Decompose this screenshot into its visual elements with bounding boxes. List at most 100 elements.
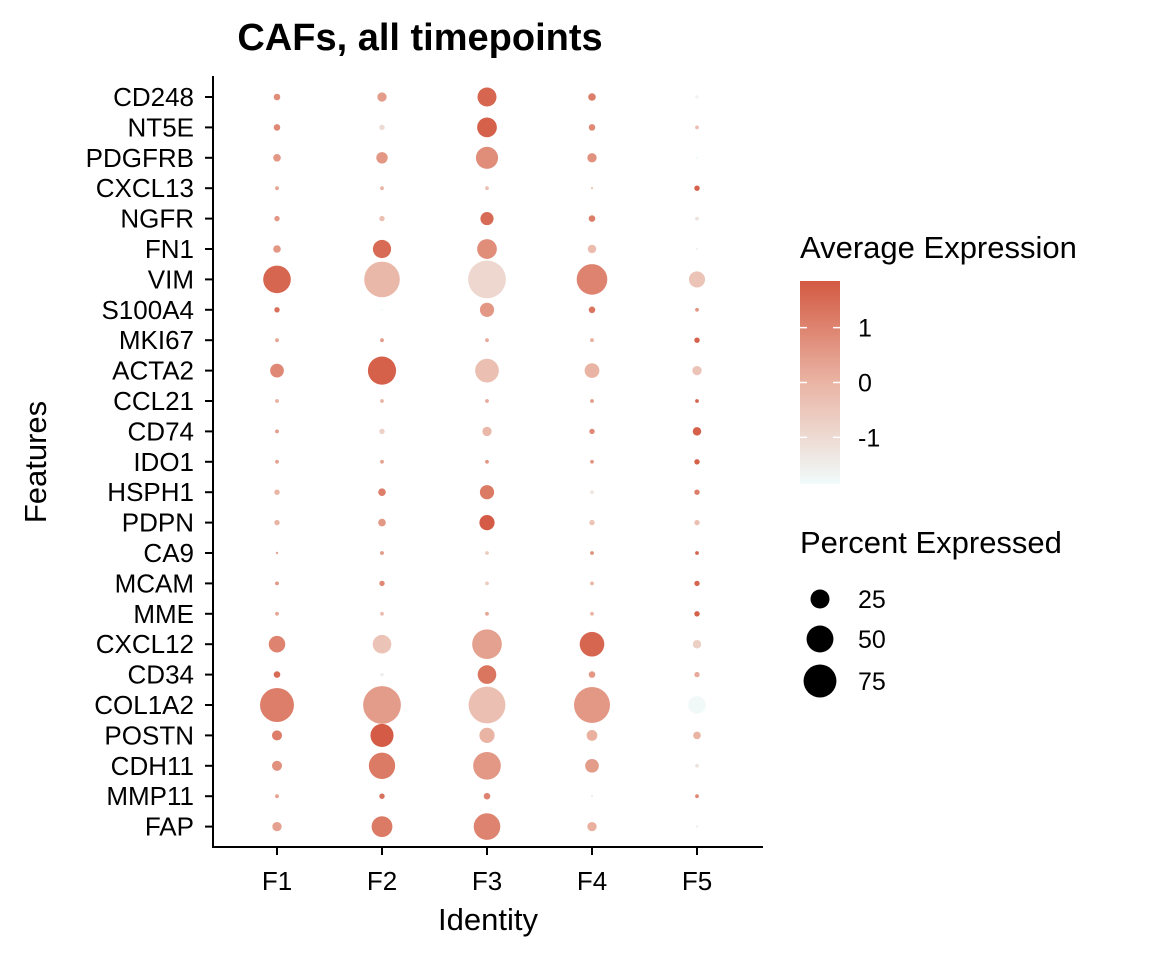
dot-fn1-f3 xyxy=(477,239,497,259)
y-tick-label: CD248 xyxy=(113,82,194,112)
dot-s100a4-f3 xyxy=(479,302,495,317)
dot-cd34-f1 xyxy=(273,671,281,678)
dot-cxcl13-f1 xyxy=(275,186,279,191)
size-legend: Percent Expressed 25 50 75 xyxy=(800,525,1062,698)
dot-ido1-f2 xyxy=(380,459,384,464)
y-tick-label: MKI67 xyxy=(119,325,194,355)
color-legend-title: Average Expression xyxy=(800,230,1077,265)
dot-fn1-f4 xyxy=(587,244,597,254)
y-tick-label: CD74 xyxy=(128,416,194,446)
dot-mmp11-f5 xyxy=(695,794,699,799)
dot-cd74-f1 xyxy=(275,429,279,434)
dot-hsph1-f1 xyxy=(274,489,280,495)
dot-cd248-f2 xyxy=(377,92,387,102)
y-tick-label: POSTN xyxy=(104,720,194,750)
dot-ido1-f5 xyxy=(694,459,700,465)
dot-col1a2-f5 xyxy=(688,696,706,714)
dot-ca9-f1 xyxy=(275,551,279,555)
dot-nt5e-f4 xyxy=(588,124,596,131)
y-tick-label: S100A4 xyxy=(101,295,194,325)
dot-ngfr-f1 xyxy=(274,215,280,222)
x-tick-label: F1 xyxy=(262,866,292,896)
dot-postn-f1 xyxy=(271,730,283,741)
dot-s100a4-f4 xyxy=(588,306,596,314)
dot-pdgfrb-f3 xyxy=(475,146,499,169)
dot-nt5e-f3 xyxy=(477,117,497,138)
dot-mmp11-f2 xyxy=(379,793,385,799)
dot-ngfr-f5 xyxy=(695,216,699,221)
dot-postn-f3 xyxy=(479,727,495,744)
dot-acta2-f1 xyxy=(270,363,284,378)
dot-hsph1-f5 xyxy=(694,489,700,495)
y-tick-label: COL1A2 xyxy=(94,690,194,720)
y-tick-label: VIM xyxy=(148,264,194,294)
y-tick-label: NT5E xyxy=(128,112,194,142)
y-tick-label: PDGFRB xyxy=(86,143,194,173)
dot-postn-f4 xyxy=(586,730,598,741)
dot-pdgfrb-f4 xyxy=(587,153,597,163)
size-legend-dot xyxy=(806,625,834,653)
dot-cxcl13-f2 xyxy=(380,186,384,191)
dot-ccl21-f1 xyxy=(275,399,279,403)
y-tick-label: CCL21 xyxy=(113,386,194,416)
dot-cxcl13-f5 xyxy=(694,185,700,191)
dot-cd34-f5 xyxy=(694,671,700,678)
y-tick-label: CXCL12 xyxy=(96,629,194,659)
color-tick-label: 0 xyxy=(858,370,872,398)
chart-title: CAFs, all timepoints xyxy=(237,17,602,59)
dot-hsph1-f2 xyxy=(378,488,386,497)
dot-s100a4-f5 xyxy=(695,307,699,312)
y-tick-label: ACTA2 xyxy=(112,356,194,386)
dot-ca9-f4 xyxy=(590,551,594,555)
y-tick-label: NGFR xyxy=(120,204,194,234)
dot-mki67-f2 xyxy=(380,338,384,343)
dot-col1a2-f2 xyxy=(363,686,401,724)
dot-fap-f3 xyxy=(473,813,501,840)
dot-cdh11-f5 xyxy=(695,763,699,768)
y-tick-label: MMP11 xyxy=(106,781,194,811)
dot-ngfr-f4 xyxy=(588,215,596,222)
dot-mki67-f3 xyxy=(485,338,489,343)
dot-vim-f3 xyxy=(468,260,506,299)
size-legend-dot xyxy=(803,664,837,698)
dot-fap-f5 xyxy=(695,825,699,828)
dot-ccl21-f5 xyxy=(695,399,699,403)
dot-s100a4-f2 xyxy=(380,308,384,311)
dot-cd34-f2 xyxy=(380,672,384,677)
dot-fn1-f5 xyxy=(695,247,699,251)
y-tick-label: PDPN xyxy=(122,508,194,538)
y-tick-label: CDH11 xyxy=(111,751,194,781)
dot-ccl21-f4 xyxy=(590,399,594,403)
color-tick-label: -1 xyxy=(858,424,880,452)
dot-mmp11-f1 xyxy=(275,794,279,799)
dot-ccl21-f3 xyxy=(485,399,489,403)
color-legend-ticks: 1 0 -1 xyxy=(800,315,880,452)
dot-cxcl12-f5 xyxy=(692,639,702,649)
dot-vim-f2 xyxy=(364,261,400,298)
dot-ido1-f3 xyxy=(485,459,489,464)
y-tick-label: MCAM xyxy=(115,568,194,598)
dot-cxcl12-f2 xyxy=(372,634,392,654)
y-tick-label: CXCL13 xyxy=(96,173,194,203)
dot-fap-f1 xyxy=(272,821,282,832)
size-legend-label: 50 xyxy=(858,626,886,654)
dot-fap-f4 xyxy=(587,821,597,832)
y-tick-label: CA9 xyxy=(143,538,194,568)
dot-ido1-f1 xyxy=(275,459,279,464)
dot-ngfr-f2 xyxy=(379,215,385,222)
dot-vim-f1 xyxy=(263,265,291,294)
dot-pdpn-f2 xyxy=(378,518,386,527)
dot-mki67-f4 xyxy=(590,338,594,343)
dot-col1a2-f4 xyxy=(573,686,611,724)
x-axis-ticks: F1 F2 F3 F4 F5 xyxy=(262,847,712,896)
dot-mki67-f5 xyxy=(694,337,700,343)
y-tick-label: FAP xyxy=(145,812,194,842)
x-tick-label: F5 xyxy=(682,866,712,896)
dot-marks xyxy=(260,87,706,840)
dot-cd34-f3 xyxy=(477,665,497,684)
dot-cxcl12-f1 xyxy=(268,635,286,653)
dot-cdh11-f1 xyxy=(271,760,283,771)
x-axis-title: Identity xyxy=(438,902,538,937)
dot-mme-f5 xyxy=(694,611,700,617)
dot-cxcl12-f3 xyxy=(472,629,502,660)
